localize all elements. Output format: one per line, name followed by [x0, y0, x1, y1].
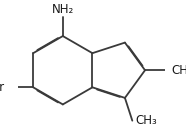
Text: Br: Br: [0, 81, 5, 94]
Text: NH₂: NH₂: [52, 3, 74, 16]
Text: CH₃: CH₃: [135, 114, 157, 127]
Text: CH₃: CH₃: [172, 64, 186, 77]
